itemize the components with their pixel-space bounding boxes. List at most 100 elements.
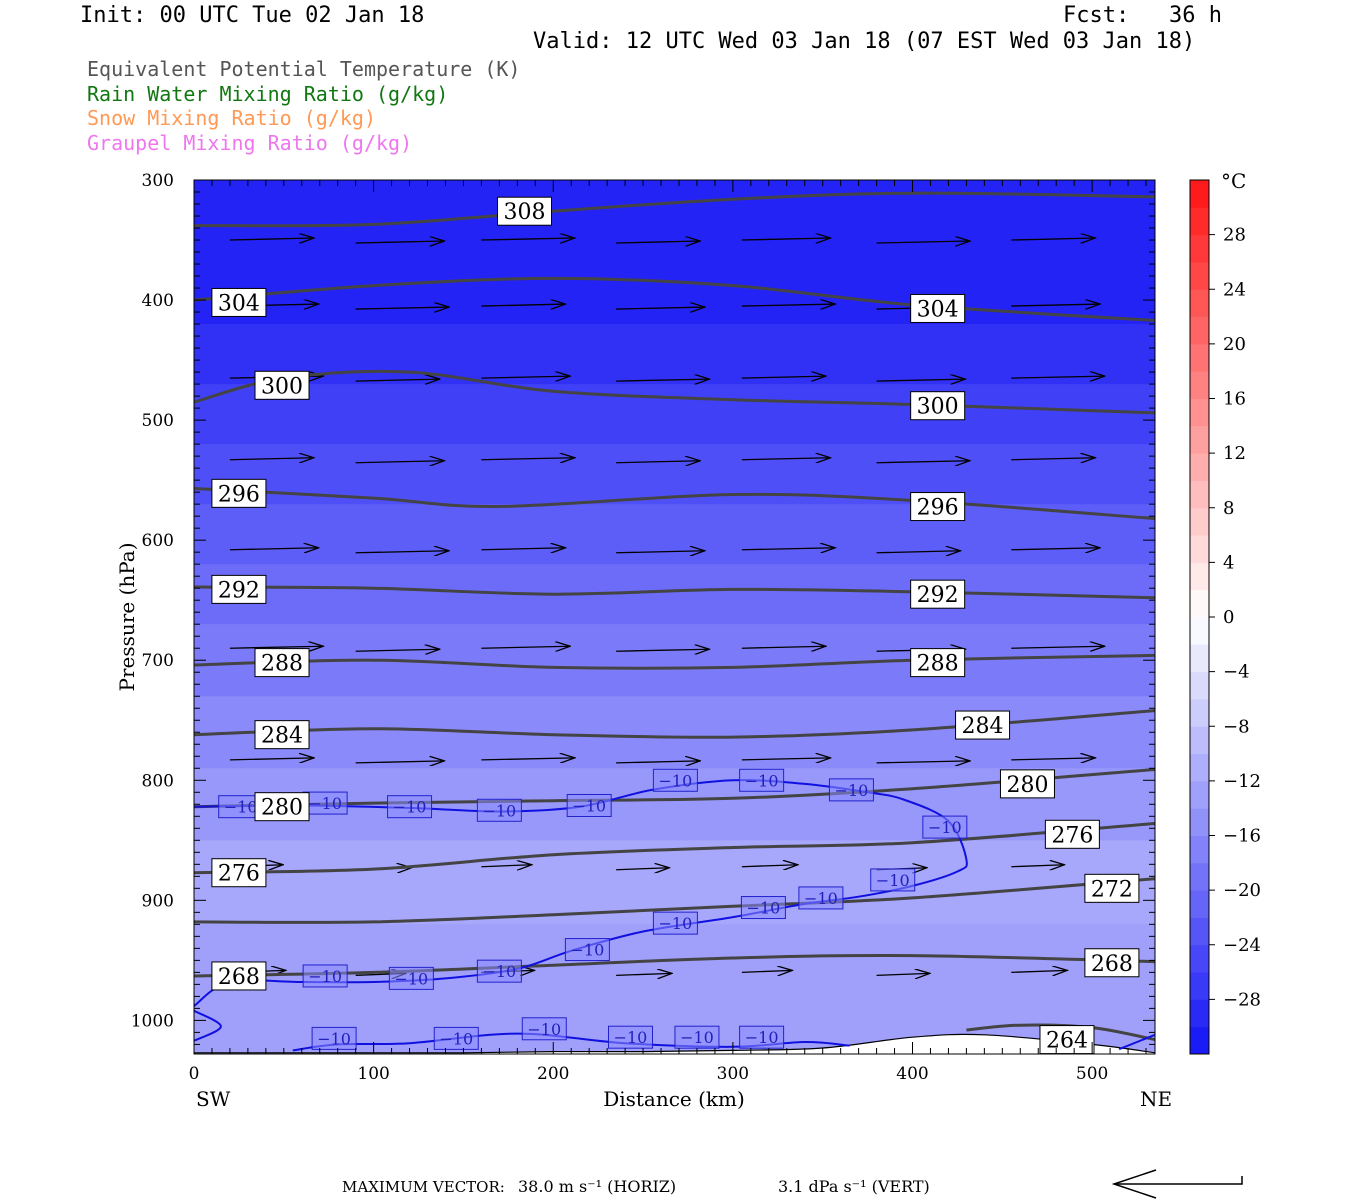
theta-e-label-text: 292 <box>218 578 260 603</box>
theta-e-label-text: 276 <box>218 862 260 887</box>
init-time: Init: 00 UTC Tue 02 Jan 18 <box>80 3 425 28</box>
theta-e-label-text: 308 <box>504 200 546 225</box>
colorbar-bin <box>1190 425 1209 454</box>
isotherm-label-box <box>311 1026 357 1050</box>
wind-vector <box>741 458 831 460</box>
theta-e-label-text: 280 <box>261 796 303 821</box>
y-tick-label: 400 <box>142 291 174 311</box>
theta-e-label-text: 300 <box>917 395 959 420</box>
wind-vector <box>481 865 531 867</box>
y-tick-label: 900 <box>142 891 174 911</box>
isotherm-label: −10 <box>387 795 433 819</box>
wind-vector <box>876 551 961 553</box>
wind-vector <box>616 379 709 381</box>
isotherm-contour <box>194 1009 222 1042</box>
wind-vector <box>481 758 574 760</box>
isotherm-label-text: −10 <box>482 801 516 820</box>
wind-vector <box>355 379 440 381</box>
colorbar-bin <box>1190 671 1209 700</box>
theta-e-contour-268 <box>194 953 1155 978</box>
theta-e-label-box <box>1084 873 1140 903</box>
theta-e-label-box <box>211 961 267 991</box>
max-vector-label: MAXIMUM VECTOR: <box>342 1178 505 1196</box>
isotherm-label: −10 <box>566 793 612 817</box>
terrain <box>194 1033 1155 1054</box>
isotherm-label-box <box>828 778 874 802</box>
theta-e-label-text: 268 <box>218 965 260 990</box>
isotherm-label: −10 <box>739 1025 785 1049</box>
colorbar-bin <box>1190 644 1209 673</box>
isotherm-label: −10 <box>922 815 968 839</box>
wind-vectors <box>229 238 1155 975</box>
isotherm-label-box <box>566 793 612 817</box>
theta-e-label-box <box>211 858 267 888</box>
fill-band <box>194 696 1155 769</box>
theta-e-label-text: 284 <box>261 724 303 749</box>
colorbar-bin <box>1190 1026 1209 1055</box>
isotherm-label: −10 <box>828 778 874 802</box>
isotherm-label-box <box>433 1026 479 1050</box>
isotherm-label-box <box>388 966 434 990</box>
theta-e-label-box <box>910 492 966 522</box>
wind-vector <box>481 238 574 240</box>
y-tick-label: 300 <box>142 171 174 191</box>
colorbar-bin <box>1190 289 1209 318</box>
y-tick-label: 600 <box>142 531 174 551</box>
colorbar-bin <box>1190 180 1209 208</box>
plot-frame <box>193 179 1156 1055</box>
theta-e-label: 280 <box>254 792 310 822</box>
wind-vector <box>616 761 700 763</box>
isotherm-label-text: −10 <box>527 1020 561 1039</box>
isotherm-contour <box>194 779 968 1007</box>
colorbar-bin <box>1190 480 1209 509</box>
theta-e-label-text: 268 <box>1091 952 1133 977</box>
wind-vector <box>229 458 314 460</box>
theta-e-label: 284 <box>254 720 310 750</box>
wind-vector <box>355 761 445 763</box>
wind-vector <box>741 865 798 867</box>
isotherm-label-box <box>740 896 786 920</box>
isotherm-label-box <box>564 938 610 962</box>
theta-e-label-text: 296 <box>917 496 959 521</box>
isotherm-label-box <box>922 815 968 839</box>
theta-e-label: 264 <box>1039 1025 1095 1055</box>
wind-vector <box>481 376 570 378</box>
isotherm-label-text: −10 <box>835 781 869 800</box>
x-tick-label: 400 <box>896 1064 928 1084</box>
wind-vector <box>1011 646 1104 648</box>
theta-e-label: 304 <box>211 287 267 317</box>
isotherm-label-box <box>302 964 348 988</box>
isotherm-labels: −10 −10 −10 −10 −10 −10 −10 −10 −10 −10 −10 −10 −10 −… <box>218 768 968 1050</box>
colorbar-bin <box>1190 890 1209 918</box>
theta-e-label: 292 <box>910 579 966 609</box>
wind-vector <box>355 241 445 243</box>
colorbar-tick-label: −12 <box>1223 771 1261 792</box>
wind-vector <box>481 458 574 460</box>
theta-e-contour-276 <box>194 822 1155 875</box>
theta-e-label-text: 304 <box>917 297 959 322</box>
theta-e-label-text: 272 <box>1091 877 1133 902</box>
colorbar-bin <box>1190 261 1209 290</box>
theta-e-label: 300 <box>910 391 966 421</box>
wind-vector <box>741 548 835 550</box>
theta-e-label: 280 <box>999 769 1055 799</box>
max-vector-horiz: 38.0 m s⁻¹ (HORIZ) <box>518 1177 676 1196</box>
theta-e-label: 296 <box>211 478 267 508</box>
colorbar-tick-label: 4 <box>1223 552 1234 573</box>
theta-e-label-text: 296 <box>218 482 260 507</box>
theta-e-label-text: 264 <box>1046 1029 1088 1054</box>
isotherm-label-box <box>521 1017 567 1041</box>
colorbar-bin <box>1190 726 1209 755</box>
x-tick-label: 300 <box>717 1064 749 1084</box>
colorbar-tick-label: 20 <box>1223 334 1246 355</box>
colorbar-tick-label: −24 <box>1223 935 1261 956</box>
colorbar-bin <box>1190 234 1209 263</box>
wind-vector <box>876 379 966 381</box>
isotherm-label: −10 <box>652 768 698 792</box>
wind-vector <box>616 551 705 553</box>
wind-vector <box>481 304 565 306</box>
isotherm-label: −10 <box>652 911 698 935</box>
colorbar-bin <box>1190 589 1209 618</box>
wind-vector <box>1011 376 1104 378</box>
theta-e-label: 296 <box>910 492 966 522</box>
